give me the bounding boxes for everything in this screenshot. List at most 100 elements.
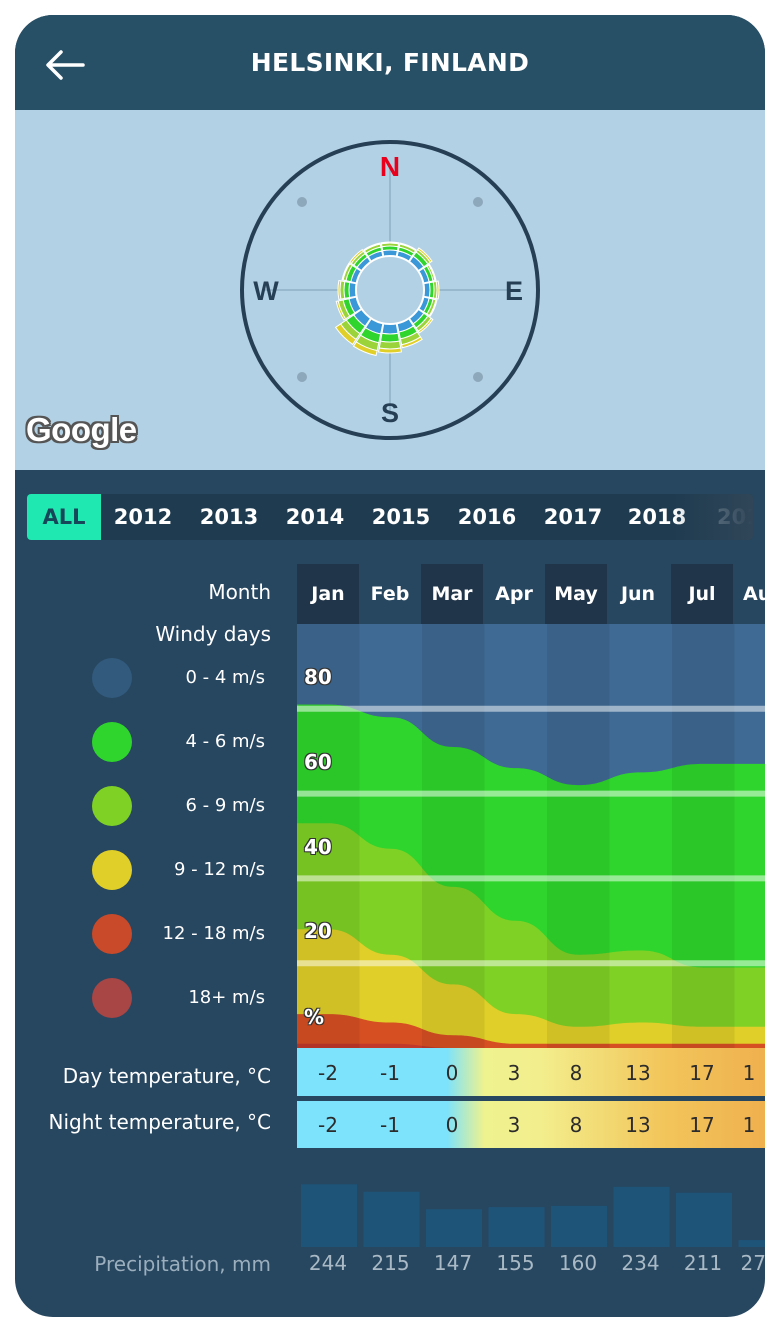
- month-label: Month: [208, 580, 271, 604]
- precip-bar: [738, 1240, 765, 1247]
- month-header-jul: Jul: [671, 564, 733, 624]
- night-temp-label: Night temperature, °C: [48, 1110, 271, 1134]
- y-label-40: 40: [304, 835, 332, 859]
- wind-rose-segment: [401, 336, 423, 349]
- precip-value: 27: [740, 1251, 766, 1275]
- wind-rose-segment: [379, 332, 401, 343]
- precip-bar: [363, 1191, 420, 1247]
- wind-rose-segment: [417, 247, 433, 263]
- precip-bar: [613, 1186, 670, 1247]
- month-header-mar: Mar: [421, 564, 483, 624]
- precip-value: 215: [371, 1251, 410, 1275]
- precip-value: 160: [558, 1251, 598, 1275]
- day-temp-row: [297, 1048, 765, 1096]
- column-band: [297, 624, 360, 1048]
- y-label-percent: %: [304, 1005, 325, 1029]
- precip-bar: [551, 1205, 607, 1247]
- wind-rose-segment: [435, 280, 440, 300]
- night-temp-cell: 0: [445, 1113, 459, 1137]
- y-label-60: 60: [304, 750, 332, 774]
- map-view[interactable]: N E S W Google: [15, 110, 765, 470]
- page-title: HELSINKI, FINLAND: [250, 48, 530, 77]
- night-temp-cell: -2: [318, 1113, 338, 1137]
- precip-value: 244: [308, 1251, 348, 1275]
- day-temp-cell: -2: [318, 1061, 338, 1085]
- legend-dot-9-12: [92, 850, 132, 890]
- wind-rose-segment: [352, 341, 378, 357]
- night-temp-row: [297, 1101, 765, 1148]
- night-temp-cell: 3: [507, 1113, 521, 1137]
- legend-label-12-18: 12 - 18 m/s: [162, 923, 265, 944]
- day-temp-cell: 8: [569, 1061, 583, 1085]
- compass-east-label: E: [505, 276, 523, 306]
- wind-stack-chart: [297, 624, 765, 1048]
- day-temp-cell: 17: [689, 1061, 715, 1085]
- compass-south-label: S: [381, 398, 399, 428]
- legend-dot-4-6: [92, 722, 132, 762]
- month-header-may: May: [545, 564, 607, 624]
- area-series-2: [297, 1014, 765, 1048]
- legend-dot-12-18: [92, 914, 132, 954]
- day-temp-cell: 1: [742, 1061, 756, 1085]
- precip-bar: [676, 1192, 732, 1247]
- legend-dot-18plus: [92, 978, 132, 1018]
- weather-card: HELSINKI, FINLAND N E S W Google ALL 2: [15, 15, 765, 1317]
- precip-bar: [301, 1184, 357, 1247]
- google-logo: Google: [26, 411, 137, 448]
- header-bar: HELSINKI, FINLAND: [15, 15, 765, 110]
- precip-bar: [426, 1209, 482, 1247]
- y-label-20: 20: [304, 919, 332, 943]
- arrow-left-icon: [46, 50, 85, 80]
- wind-rose-segment: [428, 299, 438, 317]
- year-tabs: ALL 2012 2013 2014 2015 2016 2017 2018 2…: [27, 494, 753, 540]
- legend-label-6-9: 6 - 9 m/s: [185, 795, 265, 816]
- area-series-3: [297, 929, 765, 1048]
- precip-value: 147: [433, 1251, 473, 1275]
- tab-all[interactable]: ALL: [27, 494, 101, 540]
- day-temp-label: Day temperature, °C: [62, 1064, 271, 1088]
- tab-2017[interactable]: 2017: [543, 505, 603, 529]
- precip-value: 211: [683, 1251, 723, 1275]
- wind-rose-segment: [399, 242, 417, 252]
- wind-rose-segment: [337, 279, 342, 301]
- column-band: [422, 624, 485, 1048]
- night-temp-cell: 13: [625, 1113, 651, 1137]
- precip-value: 234: [621, 1251, 660, 1275]
- wind-rose-segment: [380, 241, 400, 245]
- day-temp-cell: 3: [507, 1061, 521, 1085]
- column-band: [547, 624, 610, 1048]
- legend-label-9-12: 9 - 12 m/s: [174, 859, 265, 880]
- precipitation-bars: [301, 1184, 765, 1247]
- legend-label-0-4: 0 - 4 m/s: [185, 667, 265, 688]
- month-header-aug-partial: Au: [743, 583, 765, 605]
- month-header-jan: Jan: [297, 564, 359, 624]
- legend-label-4-6: 4 - 6 m/s: [185, 731, 265, 752]
- tab-2015[interactable]: 2015: [371, 505, 431, 529]
- wind-rose-segment: [378, 340, 402, 350]
- month-header-apr: Apr: [495, 583, 533, 605]
- precip-value: 155: [496, 1251, 535, 1275]
- compass-west-label: W: [253, 276, 279, 306]
- tab-2016[interactable]: 2016: [457, 505, 517, 529]
- tab-2013[interactable]: 2013: [199, 505, 259, 529]
- day-temp-cell: 13: [625, 1061, 651, 1085]
- night-temp-cell: 8: [569, 1113, 583, 1137]
- wind-rose-segment: [335, 300, 347, 321]
- wind-rose-segment: [334, 323, 357, 346]
- legend-dot-0-4: [92, 658, 132, 698]
- wind-rose-segment: [427, 263, 437, 282]
- night-temp-cell: -1: [380, 1113, 400, 1137]
- tab-2012[interactable]: 2012: [113, 505, 173, 529]
- precipitation-label: Precipitation, mm: [94, 1252, 271, 1276]
- precip-bar: [488, 1207, 545, 1247]
- compass-north-label: N: [380, 151, 400, 182]
- month-header-jun: Jun: [620, 583, 656, 605]
- wind-rose-segment: [417, 317, 434, 334]
- back-button[interactable]: [43, 45, 87, 85]
- day-temp-cell: 0: [445, 1061, 459, 1085]
- wind-rose-segment: [341, 262, 351, 281]
- night-temp-cell: 17: [689, 1113, 715, 1137]
- tab-2014[interactable]: 2014: [285, 505, 345, 529]
- y-label-80: 80: [304, 665, 332, 689]
- wind-rose-segment: [377, 347, 403, 354]
